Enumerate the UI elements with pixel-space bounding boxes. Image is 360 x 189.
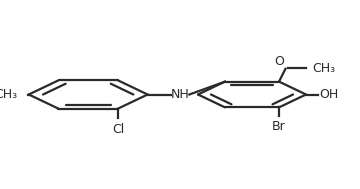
Text: CH₃: CH₃ bbox=[312, 62, 335, 75]
Text: Cl: Cl bbox=[112, 123, 124, 136]
Text: Br: Br bbox=[272, 120, 286, 133]
Text: CH₃: CH₃ bbox=[0, 88, 17, 101]
Text: NH: NH bbox=[171, 88, 189, 101]
Text: OH: OH bbox=[319, 88, 338, 101]
Text: O: O bbox=[274, 55, 284, 68]
